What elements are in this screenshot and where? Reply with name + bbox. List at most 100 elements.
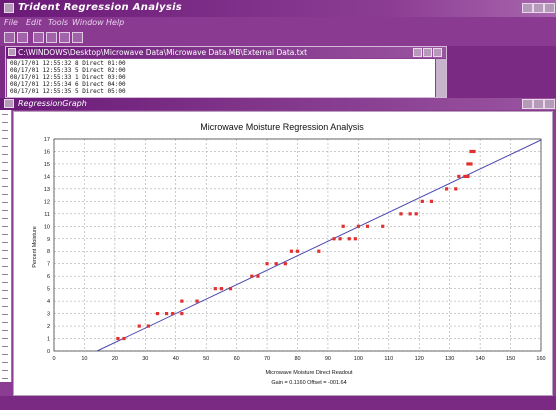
ruler-tick xyxy=(2,202,8,203)
graph-window-maximize-button[interactable] xyxy=(533,99,544,109)
data-point xyxy=(180,311,184,316)
ruler-tick xyxy=(2,290,8,291)
data-point xyxy=(213,287,217,291)
data-point xyxy=(466,174,470,179)
x-tick-label: 150 xyxy=(506,356,515,362)
ruler-tick xyxy=(2,162,8,163)
data-point xyxy=(454,187,458,191)
data-point xyxy=(399,212,403,216)
data-point xyxy=(472,149,476,154)
ruler-tick xyxy=(2,250,8,251)
x-tick-label: 30 xyxy=(142,356,148,362)
data-point xyxy=(347,237,351,241)
data-point xyxy=(332,237,336,241)
y-tick-label: 16 xyxy=(44,149,50,155)
plot-panel: 0 10 20 30 40 50 60 70 80 90 100 110 120 130 140 150 160… xyxy=(13,111,553,396)
menu-help[interactable]: Help xyxy=(106,18,125,27)
data-log-scrollbar[interactable] xyxy=(436,59,446,97)
data-point xyxy=(265,262,269,266)
y-tick-label: 15 xyxy=(44,162,50,168)
graph-window: RegressionGraph 0 10 20 30 40 50 60 70 80 90 100 11… xyxy=(0,98,556,396)
data-point xyxy=(180,299,184,303)
data-point xyxy=(414,212,418,216)
x-tick-label: 10 xyxy=(81,356,87,362)
minimize-button[interactable] xyxy=(522,3,533,13)
ruler-tick xyxy=(2,378,8,379)
data-window: C:\WINDOWS\Desktop\Microwave Data\Microw… xyxy=(5,46,447,98)
ruler-tick xyxy=(2,170,8,171)
data-point xyxy=(381,224,385,228)
ruler-tick xyxy=(2,226,8,227)
ruler-tick xyxy=(2,370,8,371)
data-point xyxy=(429,199,434,203)
open-file-icon[interactable] xyxy=(17,32,28,43)
data-point xyxy=(250,274,254,278)
ruler-tick xyxy=(2,274,8,275)
data-window-minimize-button[interactable] xyxy=(413,48,422,57)
data-point xyxy=(317,249,321,253)
graph-window-title-bar: RegressionGraph xyxy=(0,98,556,110)
ruler-tick xyxy=(2,122,8,123)
graph-window-icon[interactable] xyxy=(4,99,14,108)
data-point xyxy=(445,187,449,191)
menu-edit[interactable]: Edit xyxy=(26,18,42,27)
ruler-tick xyxy=(2,298,8,299)
data-point xyxy=(283,262,287,266)
y-tick-label: 0 xyxy=(47,349,50,355)
ruler-tick xyxy=(2,138,8,139)
y-tick-label: 11 xyxy=(44,212,50,218)
data-point xyxy=(155,311,160,316)
new-file-icon[interactable] xyxy=(4,32,15,43)
ruler-tick xyxy=(2,322,8,323)
data-point xyxy=(289,249,294,253)
data-point xyxy=(420,199,424,203)
data-point xyxy=(338,237,342,241)
data-point xyxy=(469,162,473,166)
close-button[interactable] xyxy=(544,3,555,13)
maximize-button[interactable] xyxy=(533,3,544,13)
menu-tools[interactable]: Tools xyxy=(48,18,69,27)
graph-window-minimize-button[interactable] xyxy=(522,99,533,109)
data-point xyxy=(195,299,199,303)
data-point xyxy=(466,162,470,166)
graph-window-close-button[interactable] xyxy=(544,99,555,109)
app-system-menu-icon[interactable] xyxy=(4,3,14,13)
data-point xyxy=(469,149,473,154)
menu-window[interactable]: Window xyxy=(72,18,104,27)
y-tick-label: 4 xyxy=(47,299,50,305)
ruler-tick xyxy=(2,330,8,331)
row-ruler xyxy=(0,110,12,382)
y-tick-label: 13 xyxy=(44,187,50,193)
data-point xyxy=(116,336,120,341)
print-icon[interactable] xyxy=(72,32,83,43)
menu-bar: File Edit Tools Window Help xyxy=(0,17,556,29)
y-tick-label: 8 xyxy=(47,249,50,255)
chart-footer: Gain = 0.1160 Offset = -001.64 xyxy=(271,380,346,386)
log-line: 08/17/01 12:55:33 5 Direct 02:00 xyxy=(10,67,126,74)
y-tick-label: 3 xyxy=(47,312,50,318)
y-tick-label: 2 xyxy=(47,324,50,330)
log-line: 08/17/01 12:55:35 5 Direct 05:00 xyxy=(10,88,126,95)
data-window-close-button[interactable] xyxy=(433,48,442,57)
toolbar xyxy=(0,29,556,46)
settings-icon[interactable] xyxy=(59,32,70,43)
data-window-maximize-button[interactable] xyxy=(423,48,432,57)
x-tick-label: 60 xyxy=(234,356,240,362)
data-log[interactable]: 08/17/01 12:55:32 8 Direct 01:00 08/17/0… xyxy=(7,59,435,97)
data-window-title-bar: C:\WINDOWS\Desktop\Microwave Data\Microw… xyxy=(6,47,446,58)
x-tick-label: 0 xyxy=(52,356,55,362)
ruler-tick xyxy=(2,258,8,259)
ruler-tick xyxy=(2,354,8,355)
table-icon[interactable] xyxy=(46,32,57,43)
ruler-tick xyxy=(2,146,8,147)
menu-file[interactable]: File xyxy=(4,18,18,27)
data-point xyxy=(295,249,300,253)
x-tick-label: 80 xyxy=(294,356,300,362)
status-bar xyxy=(0,396,556,410)
data-point xyxy=(137,324,141,328)
chart-icon[interactable] xyxy=(33,32,44,43)
data-point xyxy=(122,336,126,341)
ruler-tick xyxy=(2,130,8,131)
y-tick-label: 17 xyxy=(44,137,50,143)
data-window-icon[interactable] xyxy=(8,48,16,56)
